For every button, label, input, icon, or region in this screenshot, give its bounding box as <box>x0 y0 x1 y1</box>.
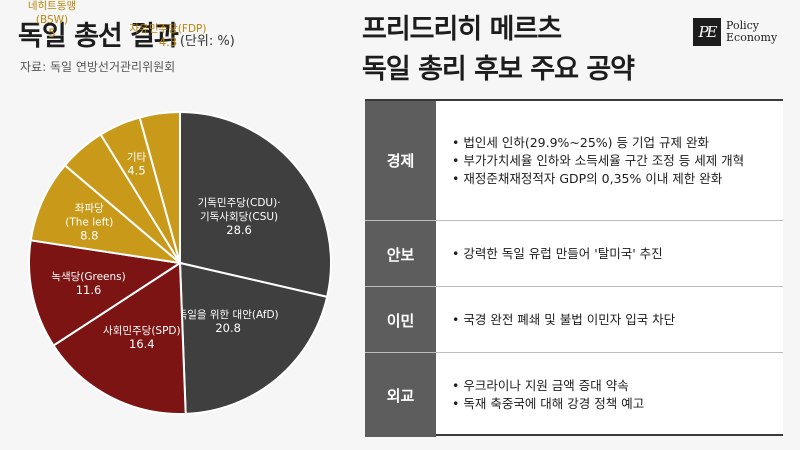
slice-name-label: 좌파당 <box>75 203 104 215</box>
logo-line1: Policy <box>726 19 759 32</box>
pie-slice <box>179 110 332 299</box>
brand-logo: PE Policy Economy <box>693 18 777 46</box>
source-note: 자료: 독일 연방선거관리위원회 <box>20 60 176 74</box>
table-row: 이민 국경 완전 폐쇄 및 불법 이민자 입국 차단 <box>365 286 783 353</box>
logo-line2: Economy <box>726 31 778 44</box>
list-item: 우크라이나 지원 금액 증대 약속 <box>452 377 644 395</box>
pie-slice <box>178 261 329 415</box>
slice-name-label: 독일을 위한 대안(AfD) <box>178 308 279 321</box>
slice-name-label: 사회민주당(SPD) <box>103 325 181 337</box>
slice-value-label: 16.4 <box>129 337 155 351</box>
list-item: 법인세 인하(29.9%~25%) 등 기업 규제 완화 <box>452 134 744 152</box>
slice-value-label: 4.5 <box>127 163 145 177</box>
slice-name-label: 기타 <box>127 151 147 163</box>
slice-value-label: 11.6 <box>76 283 102 297</box>
pie-slice <box>28 239 183 347</box>
panel-title: 프리드리히 메르츠 독일 총리 후보 주요 공약 <box>362 14 635 85</box>
pledge-table: 경제 법인세 인하(29.9%~25%) 등 기업 규제 완화 부가가치세율 인… <box>365 99 783 437</box>
logo-mark: PE <box>693 18 721 46</box>
slice-value-label: 20.8 <box>215 321 241 335</box>
table-row: 경제 법인세 인하(29.9%~25%) 등 기업 규제 완화 부가가치세율 인… <box>365 101 783 220</box>
slice-name-label: 자유민주당(FDP) <box>130 23 207 35</box>
slice-name-label: (The left) <box>65 217 113 229</box>
row-category: 안보 <box>365 221 436 287</box>
slice-value-label: 4.3 <box>159 35 177 49</box>
slice-value-label: 8.8 <box>80 229 98 243</box>
chart-title: 독일 총선 결과 (단위: %) <box>18 21 235 52</box>
pie-slice <box>29 163 184 265</box>
row-category: 외교 <box>365 353 436 437</box>
pie-slice <box>52 261 187 415</box>
list-item: 부가가치세율 인하와 소득세율 구간 조정 등 세제 개혁 <box>452 152 744 170</box>
row-category: 경제 <box>365 101 436 220</box>
list-item: 국경 완전 폐쇄 및 불법 이민자 입국 차단 <box>452 311 675 329</box>
slice-value-label: 5 <box>48 26 55 40</box>
unit-label: (단위: %) <box>179 34 235 49</box>
table-row: 안보 강력한 독일 유럽 만들어 '탈미국' 추진 <box>365 220 783 287</box>
slice-name-label: 네히트동맹 <box>28 0 76 12</box>
pie-chart: 기독민주당(CDU)· 기독사회당(CSU)28.6 독일을 위한 대안(AfD)2… <box>28 0 332 415</box>
table-row: 외교 우크라이나 지원 금액 증대 약속 독재 축중국에 대해 강경 정책 예고 <box>365 352 783 437</box>
list-item: 독재 축중국에 대해 강경 정책 예고 <box>452 395 644 413</box>
row-category: 이민 <box>365 287 436 353</box>
slice-value-label: 28.6 <box>226 223 252 237</box>
slice-name-label: 녹색당(Greens) <box>51 271 125 283</box>
slice-name-label: 기독사회당(CSU) <box>200 211 278 223</box>
slice-name-label: (BSW) <box>36 14 68 26</box>
list-item: 재정준채재정적자 GDP의 0,35% 이내 제한 완화 <box>452 170 744 188</box>
list-item: 강력한 독일 유럽 만들어 '탈미국' 추진 <box>452 245 662 263</box>
pie-slice <box>138 110 181 264</box>
slice-name-label: 기독민주당(CDU)· <box>198 197 281 209</box>
